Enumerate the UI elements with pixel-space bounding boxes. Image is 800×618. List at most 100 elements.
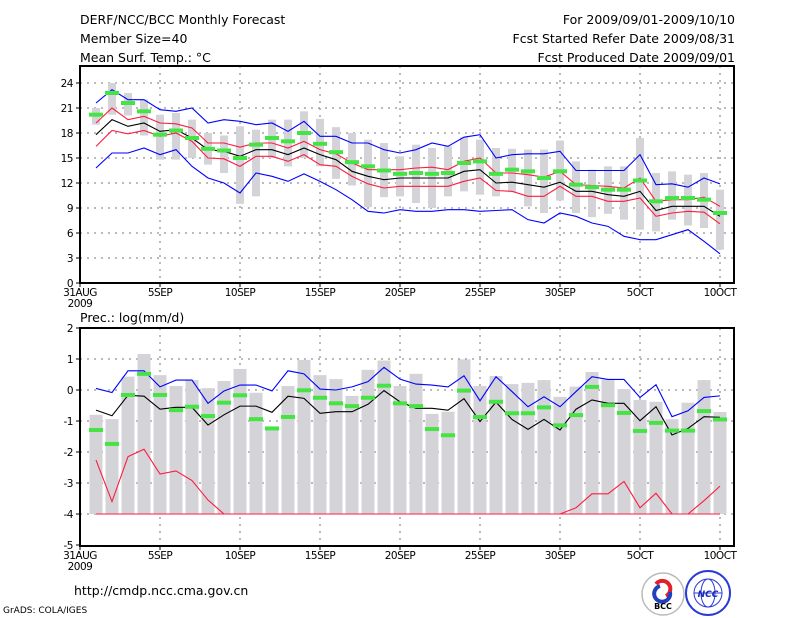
observed-mark xyxy=(185,404,199,409)
observed-mark xyxy=(505,411,519,416)
temperature-plot: 0 3 6 9 12 15 18 21 24 31AUG 5SEP 10SEP 15SEP 20SEP 25… xyxy=(61,65,738,310)
figure-title: DERF/NCC/BCC Monthly Forecast xyxy=(80,12,285,27)
ensemble-bar xyxy=(537,380,551,514)
observed-mark xyxy=(233,393,247,398)
ensemble-bar xyxy=(681,402,695,514)
ensemble-bar xyxy=(233,368,247,514)
ensemble-bar xyxy=(665,419,679,514)
observed-mark xyxy=(537,405,551,410)
ensemble-bar xyxy=(425,413,439,514)
observed-mark xyxy=(489,171,503,176)
ensemble-bar xyxy=(524,149,532,207)
x-tick-label: 5OCT xyxy=(627,550,655,562)
ensemble-bar xyxy=(108,83,116,115)
observed-mark xyxy=(665,428,679,433)
ensemble-bar xyxy=(236,126,244,204)
ensemble-bar xyxy=(172,113,180,160)
x-tick-label: 10SEP xyxy=(225,550,256,562)
observed-mark xyxy=(585,384,599,389)
observed-mark xyxy=(105,441,119,446)
observed-mark xyxy=(713,211,727,215)
observed-mark xyxy=(153,392,167,397)
observed-mark xyxy=(345,404,359,409)
observed-mark xyxy=(329,401,343,406)
observed-mark xyxy=(441,433,455,438)
observed-mark xyxy=(217,148,231,153)
y-tick-label: -3 xyxy=(64,478,73,490)
ensemble-bar xyxy=(217,381,231,514)
ensemble-bar xyxy=(156,114,164,160)
observed-mark xyxy=(649,199,663,204)
x-tick-label: 5SEP xyxy=(148,287,172,299)
observed-mark xyxy=(457,161,471,165)
ensemble-bar xyxy=(569,386,583,514)
ensemble-bar xyxy=(649,401,663,514)
x-tick-label: 10OCT xyxy=(704,287,738,299)
observed-mark xyxy=(281,139,295,144)
observed-mark xyxy=(665,196,679,200)
observed-mark xyxy=(713,417,727,422)
ensemble-bar xyxy=(716,189,724,250)
observed-mark xyxy=(233,156,247,160)
x-tick-label: 20SEP xyxy=(385,287,416,299)
spread-upper-line xyxy=(95,107,721,207)
observed-mark xyxy=(585,185,599,190)
ncc-logo-text: NCC xyxy=(698,590,719,600)
y-tick-label: 18 xyxy=(61,128,73,140)
ensemble-bar xyxy=(489,376,503,514)
observed-mark xyxy=(697,409,711,414)
ensemble-bar xyxy=(553,396,567,514)
ensemble-bar xyxy=(713,412,727,514)
start-date: Fcst Started Refer Date 2009/08/31 xyxy=(513,31,736,46)
observed-mark xyxy=(313,395,327,400)
observed-mark xyxy=(569,413,583,418)
x-tick-label: 5OCT xyxy=(627,287,655,299)
ensemble-bar xyxy=(540,149,548,213)
y-tick-label: -2 xyxy=(64,447,73,459)
ensemble-bar xyxy=(585,372,599,514)
ensemble-bar xyxy=(153,375,167,514)
forecast-period: For 2009/09/01-2009/10/10 xyxy=(563,12,735,27)
y-tick-label: 21 xyxy=(61,103,73,115)
observed-mark xyxy=(457,388,471,393)
observed-mark xyxy=(121,101,135,105)
ensemble-bar xyxy=(396,156,404,197)
observed-mark xyxy=(681,428,695,433)
observed-mark xyxy=(441,171,455,175)
y-tick-label: 2 xyxy=(67,323,73,335)
envelope-lower-line xyxy=(95,147,721,255)
y-tick-label: 24 xyxy=(61,78,74,90)
observed-mark xyxy=(681,196,695,200)
y-tick-label: 1 xyxy=(67,354,73,366)
plot-frame xyxy=(79,327,735,547)
ensemble-bar xyxy=(636,138,644,230)
observed-mark xyxy=(201,146,215,151)
observed-mark xyxy=(297,131,311,135)
y-tick-label: -1 xyxy=(64,416,73,428)
observed-mark xyxy=(169,408,183,413)
x-year-label: 2009 xyxy=(68,561,93,573)
observed-mark xyxy=(601,403,615,408)
ensemble-bar xyxy=(441,411,455,514)
ensemble-bar xyxy=(457,359,471,514)
observed-mark xyxy=(473,414,487,419)
observed-mark xyxy=(505,167,519,172)
observed-mark xyxy=(569,182,583,187)
ensemble-bar xyxy=(572,161,580,213)
ensemble-bar xyxy=(476,139,484,195)
ensemble-bar xyxy=(668,171,676,220)
website-url[interactable]: http://cmdp.ncc.cma.gov.cn xyxy=(74,583,248,598)
x-tick-label: 5SEP xyxy=(148,550,172,562)
observed-mark xyxy=(377,383,391,388)
ncc-logo: NCC xyxy=(685,570,731,616)
x-tick-label: 25SEP xyxy=(465,550,496,562)
bcc-logo-text: BCC xyxy=(654,602,672,611)
ensemble-bar xyxy=(617,389,631,514)
x-tick-label: 30SEP xyxy=(545,287,576,299)
ensemble-bar xyxy=(348,133,356,186)
observed-mark xyxy=(265,136,279,140)
ensemble-bar xyxy=(329,379,343,514)
ensemble-bar xyxy=(121,376,135,514)
observed-mark xyxy=(89,427,103,432)
observed-mark xyxy=(249,142,263,147)
